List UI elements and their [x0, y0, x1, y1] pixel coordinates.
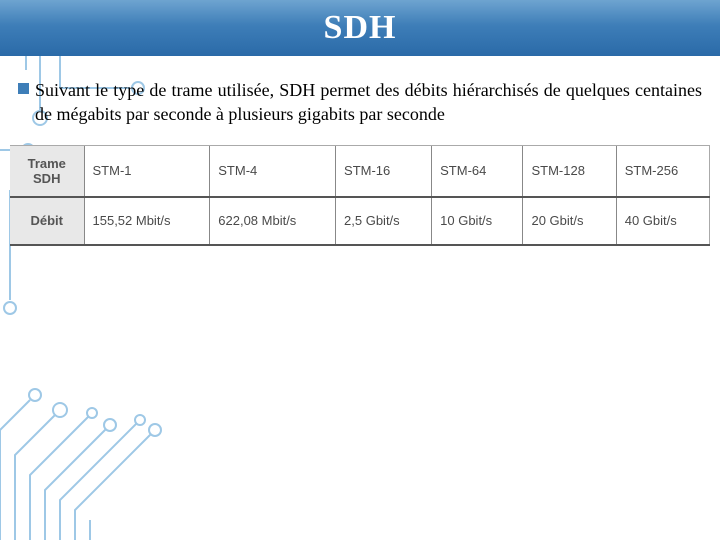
table-row: Débit 155,52 Mbit/s 622,08 Mbit/s 2,5 Gb…: [10, 197, 710, 245]
table-row: Trame SDH STM-1 STM-4 STM-16 STM-64 STM-…: [10, 145, 710, 197]
table-cell: 10 Gbit/s: [432, 197, 523, 245]
table-cell: STM-1: [84, 145, 210, 197]
table-cell: STM-4: [210, 145, 336, 197]
sdh-rates-table: Trame SDH STM-1 STM-4 STM-16 STM-64 STM-…: [10, 145, 710, 246]
row-header-trame: Trame SDH: [10, 145, 84, 197]
table-cell: STM-16: [336, 145, 432, 197]
title-bar: SDH: [0, 0, 720, 56]
table-cell: STM-128: [523, 145, 616, 197]
row-header-debit: Débit: [10, 197, 84, 245]
content-area: Suivant le type de trame utilisée, SDH p…: [0, 56, 720, 127]
square-bullet-icon: [18, 83, 29, 94]
table-cell: 155,52 Mbit/s: [84, 197, 210, 245]
bullet-text: Suivant le type de trame utilisée, SDH p…: [35, 78, 702, 127]
bullet-item: Suivant le type de trame utilisée, SDH p…: [18, 78, 702, 127]
table-cell: 40 Gbit/s: [616, 197, 709, 245]
table-cell: 2,5 Gbit/s: [336, 197, 432, 245]
table-cell: 622,08 Mbit/s: [210, 197, 336, 245]
table-cell: 20 Gbit/s: [523, 197, 616, 245]
table-cell: STM-64: [432, 145, 523, 197]
table-cell: STM-256: [616, 145, 709, 197]
page-title: SDH: [324, 9, 397, 47]
